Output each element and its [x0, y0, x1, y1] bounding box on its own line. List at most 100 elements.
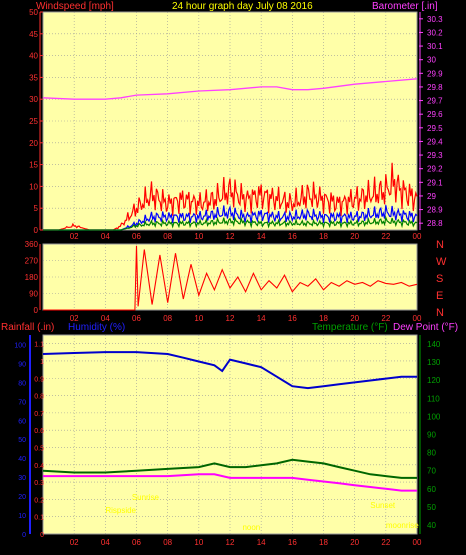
humidity-line: [42, 351, 417, 390]
barometer-tick-label: 29.3: [427, 151, 443, 160]
barometer-tick-label: 30: [427, 56, 436, 65]
direction-tick-label: 180: [25, 273, 39, 282]
x-tick-label: 10: [194, 314, 203, 323]
rainfall-tick-label: 0.4: [34, 463, 44, 470]
x-tick-label: 02: [70, 314, 79, 323]
barometer-tick-label: 29.8: [427, 83, 443, 92]
direction-tick-label: 0: [34, 306, 39, 315]
windspeed-tick-label: 35: [29, 73, 38, 82]
x-tick-label: 12: [226, 232, 235, 241]
compass-label: N: [436, 239, 444, 251]
x-tick-label: 20: [350, 232, 359, 241]
barometer-tick-label: 29.1: [427, 178, 443, 187]
windspeed-tick-label: 30: [29, 95, 38, 104]
rainfall-tick-label: 0.5: [34, 445, 44, 452]
x-tick-label: 10: [194, 232, 203, 241]
humidity-tick-label: 20: [18, 494, 26, 501]
windspeed-tick-label: 20: [29, 139, 38, 148]
rainfall-tick-label: 0.6: [34, 428, 44, 435]
humidity-tick-label: 50: [18, 437, 26, 444]
direction-grid: [43, 243, 417, 311]
temperature-tick-label: 60: [427, 485, 436, 494]
graph-title: 24 hour graph day July 08 2016: [172, 1, 313, 12]
windspeed-tick-label: 10: [29, 182, 38, 191]
rainfall-tick-label: 1: [40, 359, 44, 366]
x-tick-label: 00: [413, 314, 422, 323]
x-tick-label: 10: [194, 538, 203, 547]
compass-label: N: [436, 307, 444, 319]
temperature-line: [42, 458, 417, 479]
wind-series: [42, 78, 418, 231]
humidity-tick-label: 60: [18, 418, 26, 425]
humidity-tick-label: 30: [18, 475, 26, 482]
x-tick-label: 14: [257, 314, 266, 323]
barometer-line: [42, 78, 418, 100]
barometer-tick-label: 29.2: [427, 165, 443, 174]
x-tick-label: 14: [257, 232, 266, 241]
annotation-label: Rispside: [105, 506, 136, 515]
humidity-tick-label: 10: [18, 513, 26, 520]
rainfall-tick-label: 0.8: [34, 394, 44, 401]
x-tick-label: 22: [381, 538, 390, 547]
x-tick-label: 08: [163, 538, 172, 547]
humidity-axis-label: Humidity (%): [68, 322, 125, 333]
rainfall-tick-label: 0.2: [34, 497, 44, 504]
rainfall-axis-label: Rainfall (.in): [1, 322, 54, 333]
x-tick-label: 18: [319, 538, 328, 547]
x-tick-label: 12: [226, 314, 235, 323]
rainfall-tick-label: 0.1: [34, 515, 44, 522]
barometer-tick-label: 29.9: [427, 69, 443, 78]
temperature-tick-label: 50: [427, 503, 436, 512]
x-tick-label: 16: [288, 538, 297, 547]
temperature-tick-label: 120: [427, 376, 441, 385]
x-tick-label: 18: [319, 232, 328, 241]
x-tick-label: 06: [132, 314, 141, 323]
temperature-tick-label: 80: [427, 449, 436, 458]
x-tick-label: 06: [132, 232, 141, 241]
humidity-tick-label: 80: [18, 380, 26, 387]
x-tick-label: 08: [163, 314, 172, 323]
barometer-tick-label: 30.3: [427, 15, 443, 24]
x-tick-label: 14: [257, 538, 266, 547]
rainfall-tick-label: 0.9: [34, 376, 44, 383]
compass-label: E: [436, 290, 443, 302]
rainfall-tick-label: 0: [40, 532, 44, 539]
humidity-tick-label: 100: [14, 342, 26, 349]
humidity-tick-label: 90: [18, 361, 26, 368]
annotation-label: Sunset: [370, 501, 396, 510]
direction-tick-label: 90: [29, 290, 38, 299]
compass-label: S: [436, 273, 443, 285]
barometer-tick-label: 30.1: [427, 42, 443, 51]
windspeed-tick-label: 0: [34, 226, 39, 235]
direction-tick-label: 270: [25, 257, 39, 266]
temperature-tick-label: 70: [427, 467, 436, 476]
barometer-tick-label: 28.8: [427, 219, 443, 228]
barometer-tick-label: 29.7: [427, 97, 443, 106]
temperature-tick-label: 140: [427, 340, 441, 349]
barometer-tick-label: 30.2: [427, 28, 443, 37]
wind-line: [43, 215, 418, 231]
windspeed-tick-label: 5: [34, 204, 39, 213]
windspeed-tick-label: 25: [29, 117, 38, 126]
wind-series-wind-low: [43, 215, 418, 231]
temperature-tick-label: 40: [427, 521, 436, 530]
temperature-tick-label: 130: [427, 358, 441, 367]
x-tick-label: 12: [226, 538, 235, 547]
x-tick-label: 16: [288, 232, 297, 241]
temperature-axis-label: Temperature (°F): [312, 322, 388, 333]
x-tick-label: 04: [101, 232, 110, 241]
humidity-tick-label: 70: [18, 399, 26, 406]
barometer-axis-label: Barometer [.in]: [372, 1, 438, 12]
direction-tick-label: 360: [25, 240, 39, 249]
temperature-tick-label: 100: [427, 412, 441, 421]
windspeed-tick-label: 40: [29, 52, 38, 61]
windspeed-tick-label: 50: [29, 8, 38, 17]
temperature-tick-label: 90: [427, 431, 436, 440]
x-tick-label: 22: [381, 232, 390, 241]
barometer-tick-label: 29: [427, 192, 436, 201]
rainfall-tick-label: 1.1: [34, 342, 44, 349]
climate-series: [42, 351, 417, 492]
